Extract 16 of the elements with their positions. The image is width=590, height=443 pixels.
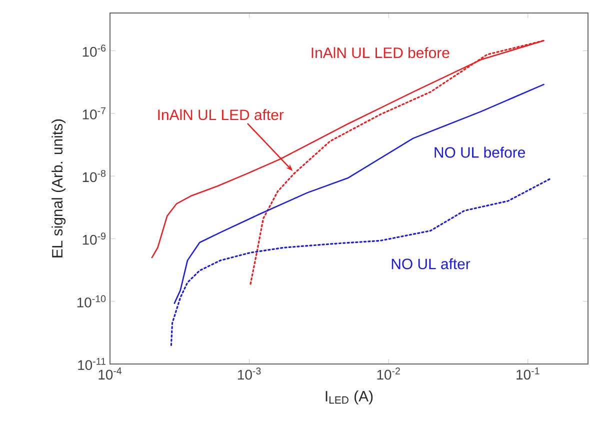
series-label: NO UL after	[392, 258, 470, 270]
series-label: NO UL before	[434, 146, 526, 158]
y-tick-label: 10$^{-8}$	[82, 170, 106, 182]
y-tick-label: 10$^{-6}$	[82, 44, 106, 57]
x-tick-label: 10$^{-2}$	[377, 368, 400, 380]
x-tick-label: 10$^{-4}$	[98, 368, 122, 380]
x-axis-title: I$_{LED}$ (A)	[326, 390, 373, 404]
text: InAlN UL LED after	[158, 109, 284, 120]
x-tick-label: 10$^{-1}$	[516, 368, 540, 380]
x-tick-label: 10$^{-3}$	[238, 368, 261, 380]
y-tick-label: 10$^{-11}$	[78, 358, 106, 370]
series-label: InAlN UL LED before	[312, 47, 450, 58]
y-tick-label: 10$^{-9}$	[82, 232, 106, 245]
y-axis-title: EL signal (Arb. units)	[52, 119, 66, 258]
y-tick-label: 10$^{-7}$	[82, 107, 106, 120]
y-tick-label: 10$^{-10}$	[77, 295, 106, 308]
